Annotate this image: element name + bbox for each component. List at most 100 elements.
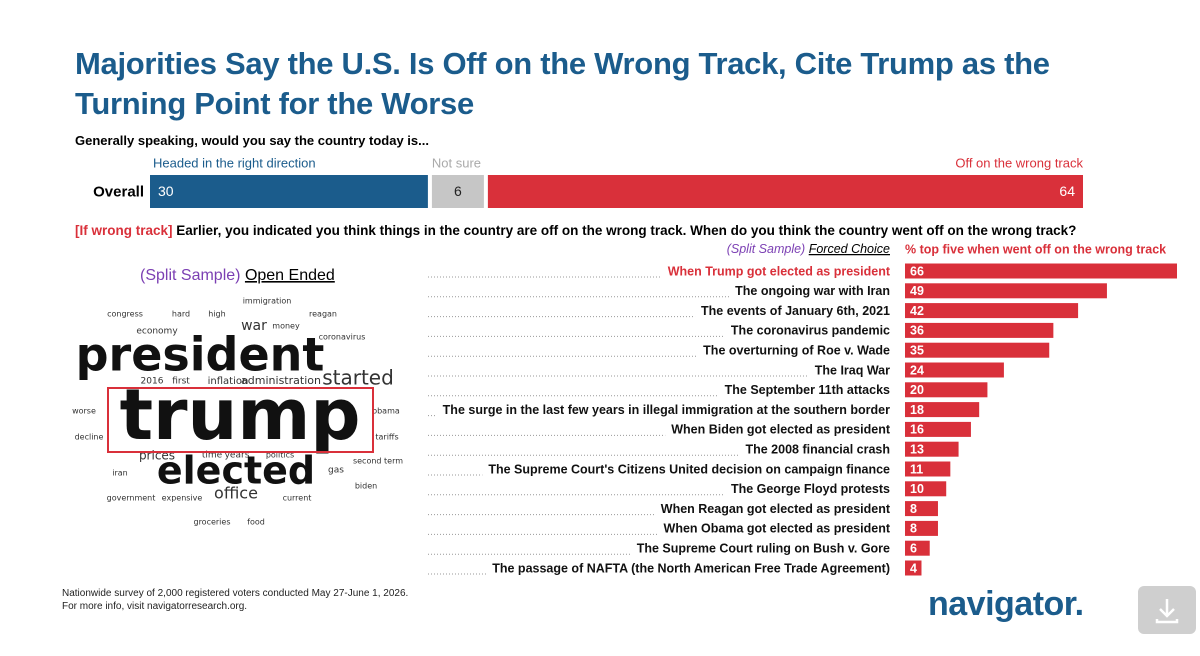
word-cloud-prefix: (Split Sample) <box>140 267 240 284</box>
bar <box>905 481 947 497</box>
value-label: 24 <box>910 363 924 377</box>
bar <box>905 303 1079 319</box>
bar-segment <box>487 175 1083 208</box>
bar <box>905 362 1004 378</box>
subtitle: Forced Choice <box>809 242 890 256</box>
bar <box>905 263 1177 279</box>
bar <box>905 402 980 418</box>
category-label: The ongoing war with Iran <box>735 284 890 298</box>
word: decline <box>75 433 104 442</box>
category-label: The surge in the last few years in illeg… <box>443 403 890 417</box>
word: iran <box>112 469 127 478</box>
bar <box>905 283 1107 299</box>
category-label: The 2008 financial crash <box>745 442 890 456</box>
category-label: The Iraq War <box>815 363 890 377</box>
chart-subtitle: (Split Sample) Forced Choice <box>727 242 890 256</box>
value-label: 13 <box>910 442 924 456</box>
word: food <box>247 518 265 527</box>
word: administration <box>241 374 321 387</box>
word: worse <box>72 407 96 416</box>
word: coronavirus <box>319 333 366 342</box>
word: hard <box>172 310 190 319</box>
footer: Nationwide survey of 2,000 registered vo… <box>62 587 408 613</box>
value-label: 11 <box>910 462 923 476</box>
bar-segment <box>431 175 484 208</box>
value-label: 20 <box>910 383 924 397</box>
bar <box>905 382 988 398</box>
word: groceries <box>193 518 230 527</box>
word: first <box>172 377 190 387</box>
word: started <box>322 366 394 390</box>
value-label: 49 <box>910 284 924 298</box>
bar <box>905 441 959 457</box>
word: trump <box>120 374 361 456</box>
subtitle-prefix: (Split Sample) <box>727 242 806 256</box>
word-cloud-heading: Open Ended <box>245 267 335 284</box>
value-label: 30 <box>158 183 174 199</box>
word: 2016 <box>141 377 164 387</box>
word: war <box>241 318 267 334</box>
word: congress <box>107 310 143 319</box>
question-text: Earlier, you indicated you think things … <box>176 223 1077 238</box>
footer-line: For more info, visit navigatorresearch.o… <box>62 601 248 612</box>
word: economy <box>136 327 178 337</box>
value-label: 66 <box>910 264 924 278</box>
word: office <box>214 484 258 503</box>
word: reagan <box>309 310 337 319</box>
word: elected <box>157 449 315 493</box>
word: expensive <box>162 494 203 503</box>
bar <box>905 501 938 517</box>
category-label: Overall <box>93 183 144 200</box>
word: money <box>272 322 300 331</box>
question: [If wrong track] Earlier, you indicated … <box>75 222 1165 239</box>
question: Generally speaking, would you say the co… <box>75 133 429 148</box>
category-label: When Reagan got elected as president <box>661 502 891 516</box>
bar <box>905 421 971 437</box>
category-label: When Obama got elected as president <box>664 522 891 536</box>
value-label: 64 <box>1059 183 1075 199</box>
logo: navigator. <box>928 585 1084 623</box>
category-label: The September 11th attacks <box>725 383 890 397</box>
bar <box>905 540 930 556</box>
series-name: % top five when went off on the wrong tr… <box>905 242 1166 256</box>
category-label: The overturning of Roe v. Wade <box>703 343 890 357</box>
category-label: The Supreme Court ruling on Bush v. Gore <box>637 541 890 555</box>
category-label: The events of January 6th, 2021 <box>701 304 890 318</box>
bar <box>905 461 951 477</box>
word: gas <box>328 466 344 476</box>
category-label: The George Floyd protests <box>731 482 890 496</box>
download-button[interactable] <box>1138 586 1196 634</box>
word: biden <box>355 482 377 491</box>
word: government <box>107 494 156 503</box>
bar-segment <box>150 175 428 208</box>
value-label: 4 <box>910 561 917 575</box>
word: years <box>225 451 250 461</box>
footer-line: Nationwide survey of 2,000 registered vo… <box>62 588 409 599</box>
legend-label: Not sure <box>432 155 481 170</box>
word-cloud-title: (Split Sample) Open Ended <box>140 267 335 284</box>
category-label: The coronavirus pandemic <box>731 324 890 338</box>
word: tariffs <box>375 433 398 442</box>
legend-label: Off on the wrong track <box>955 155 1083 170</box>
word: obama <box>372 407 400 416</box>
word: time <box>202 451 223 461</box>
word: president <box>76 328 325 382</box>
slide-title: Majorities Say the U.S. Is Off on the Wr… <box>75 46 1050 121</box>
category-label: When Biden got elected as president <box>671 423 891 437</box>
category-label: The passage of NAFTA (the North American… <box>492 561 890 575</box>
value-label: 6 <box>910 541 917 555</box>
category-label: The Supreme Court's Citizens United deci… <box>488 462 890 476</box>
category-label: When Trump got elected as president <box>668 264 891 278</box>
bar <box>905 322 1054 338</box>
value-label: 18 <box>910 403 924 417</box>
value-label: 8 <box>910 502 917 516</box>
question-prefix: [If wrong track] <box>75 223 173 238</box>
value-label: 10 <box>910 482 924 496</box>
legend-label: Headed in the right direction <box>153 155 316 170</box>
word: immigration <box>243 297 292 306</box>
bar <box>905 560 922 576</box>
highlight-box <box>107 387 374 453</box>
word: second term <box>353 457 403 466</box>
value-label: 36 <box>910 324 924 338</box>
